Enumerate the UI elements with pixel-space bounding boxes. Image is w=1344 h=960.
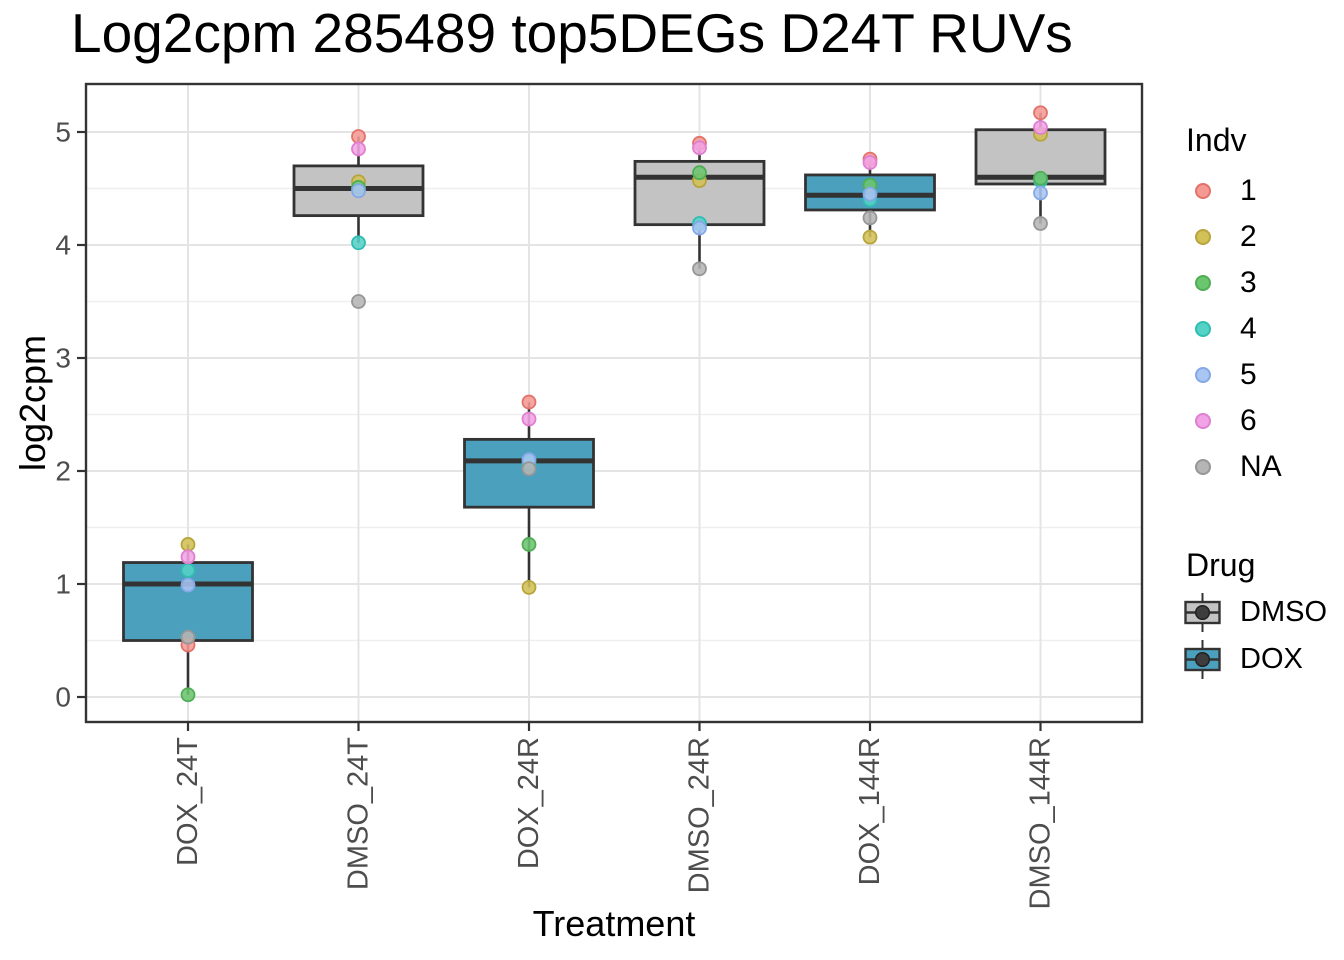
y-axis-title: log2cpm: [12, 334, 53, 472]
point-DOX_24T-indv-2: [180, 537, 196, 552]
point-DOX_144R-indv-2: [862, 229, 878, 245]
indv-point-icon: [1194, 413, 1211, 429]
point-DMSO_24R-indv-6: [692, 140, 707, 156]
legend-key-dot-4: [1180, 321, 1225, 337]
legend-indv-item-1: 1: [1180, 168, 1344, 214]
panel-background: [86, 84, 1142, 722]
point-DOX_24T-indv-6: [180, 549, 196, 565]
x-tick-label: DOX_24R: [513, 737, 545, 869]
point-DMSO_144R-indv-6: [1033, 120, 1048, 135]
point-DMSO_144R-indv-5: [1033, 185, 1048, 201]
boxplot-key-icon: [1180, 590, 1225, 635]
point-DMSO_144R-indv-1: [1033, 105, 1048, 121]
legend-indv-label: NA: [1240, 450, 1282, 483]
legend-indv-item-2: 2: [1180, 214, 1344, 260]
legend-indv-label: 5: [1240, 358, 1257, 391]
legend-key-dot-3: [1180, 275, 1225, 291]
legend-key-dot-6: [1180, 413, 1225, 429]
legend-key-dot-2: [1180, 229, 1225, 245]
y-tick-label: 2: [55, 456, 71, 487]
point-DMSO_24T-indv-NA: [351, 294, 366, 309]
point-DMSO_24T-indv-1: [351, 129, 366, 144]
point-DOX_24T-indv-4: [180, 563, 196, 578]
legend-drug-items: DMSO DOX: [1180, 589, 1344, 683]
legend-key-dot-NA: [1180, 459, 1225, 475]
point-DOX_24R-indv-NA: [521, 461, 537, 477]
point-DOX_24R-indv-1: [521, 394, 537, 410]
point-DMSO_144R-indv-3: [1033, 170, 1048, 186]
legend-indv-item-3: 3: [1180, 260, 1344, 306]
x-tick-label: DMSO_144R: [1025, 737, 1057, 909]
legend-drug-item-DOX: DOX: [1180, 636, 1344, 683]
point-DMSO_24T-indv-6: [351, 141, 366, 157]
point-DMSO_24R-indv-3: [692, 165, 707, 181]
legend-indv-label: 2: [1240, 220, 1257, 253]
legend-indv-label: 4: [1240, 312, 1257, 345]
indv-point-icon: [1194, 183, 1211, 199]
legend-drug-item-DMSO: DMSO: [1180, 589, 1344, 636]
legend-indv-item-4: 4: [1180, 306, 1344, 352]
legend-drug-title: Drug: [1186, 547, 1256, 583]
legend-indv-label: 1: [1240, 174, 1257, 207]
point-DOX_144R-indv-NA: [862, 210, 878, 226]
box-DMSO_24R: [633, 159, 766, 227]
indv-point-icon: [1194, 275, 1211, 291]
indv-point-icon: [1194, 229, 1211, 245]
y-tick-label: 0: [55, 682, 71, 713]
point-DOX_24T-indv-5: [180, 577, 196, 593]
y-tick-label: 5: [55, 117, 71, 148]
boxplot-glyph-DMSO: [1184, 593, 1221, 632]
x-tick-label: DOX_24T: [172, 737, 204, 866]
point-DOX_24R-indv-2: [521, 579, 537, 595]
indv-point-icon: [1194, 459, 1211, 475]
legend-indv-label: 3: [1240, 266, 1257, 299]
boxplot-key-icon: [1180, 637, 1225, 682]
point-DMSO_24R-indv-NA: [692, 261, 707, 277]
x-axis-title: Treatment: [532, 903, 696, 944]
x-tick-label: DMSO_24R: [684, 737, 716, 893]
x-tick-label: DOX_144R: [854, 737, 886, 885]
x-tick-label: DMSO_24T: [343, 737, 375, 890]
point-DMSO_24T-indv-5: [351, 183, 366, 199]
legend-indv-item-6: 6: [1180, 398, 1344, 444]
indv-point-icon: [1194, 367, 1211, 383]
indv-point-icon: [1194, 321, 1211, 337]
point-DOX_24R-indv-3: [521, 537, 537, 552]
point-DOX_144R-indv-6: [862, 155, 878, 170]
point-DMSO_24T-indv-4: [351, 235, 366, 251]
legend-indv-title: Indv: [1186, 122, 1247, 158]
legend-key-dot-1: [1180, 183, 1225, 199]
y-tick-label: 4: [55, 230, 71, 261]
point-DOX_144R-indv-5: [862, 186, 878, 202]
point-DMSO_144R-indv-NA: [1033, 216, 1048, 231]
panel-border: [84, 82, 1144, 724]
legend-indv-label: 6: [1240, 404, 1257, 437]
boxplot-glyph-DOX: [1184, 640, 1221, 679]
legend-key-dot-5: [1180, 367, 1225, 383]
legend-drug-label: DOX: [1240, 643, 1303, 675]
plot-title: Log2cpm 285489 top5DEGs D24T RUVs: [71, 2, 1073, 64]
legend-drug-label: DMSO: [1240, 596, 1327, 628]
legend-indv-item-5: 5: [1180, 352, 1344, 398]
point-DOX_24R-indv-6: [521, 411, 537, 427]
point-DMSO_24R-indv-5: [692, 220, 707, 236]
point-DOX_24T-indv-3: [180, 687, 196, 703]
point-DOX_24T-indv-NA: [180, 629, 196, 645]
legend-indv-item-NA: NA: [1180, 444, 1344, 490]
legend-indv-items: 1 2 3 4 5 6 NA: [1180, 168, 1344, 490]
y-tick-label: 3: [55, 343, 71, 374]
y-tick-label: 1: [55, 569, 71, 600]
